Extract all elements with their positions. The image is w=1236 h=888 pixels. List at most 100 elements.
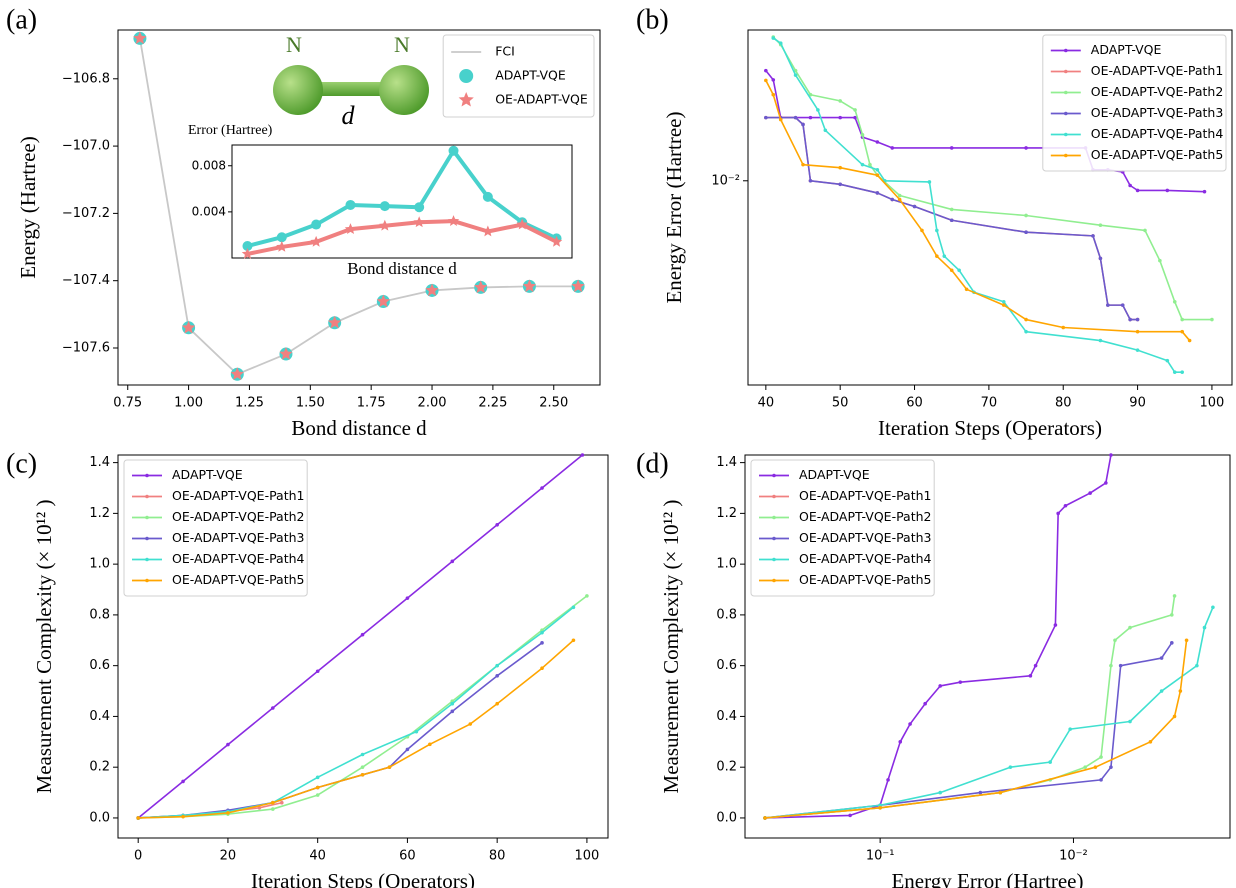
legend-swatch	[772, 515, 776, 520]
y-tick-label: 1.4	[89, 455, 110, 470]
marker	[808, 115, 813, 120]
marker	[1053, 623, 1058, 627]
marker	[764, 115, 768, 120]
marker	[1001, 303, 1006, 307]
marker	[1210, 317, 1214, 322]
legend-swatch	[772, 536, 776, 541]
marker	[1180, 329, 1184, 334]
marker	[890, 197, 895, 202]
marker	[1187, 338, 1192, 343]
y-axis-label: Energy (Hartree)	[16, 136, 40, 278]
marker	[276, 232, 287, 243]
inset-x-label: Bond distance d	[347, 259, 457, 278]
y-tick-label: −107.0	[62, 139, 110, 154]
marker	[181, 814, 185, 819]
bond	[300, 82, 400, 96]
marker	[516, 218, 528, 230]
marker	[495, 674, 499, 678]
x-tick-label: 40	[309, 849, 326, 864]
marker	[1061, 325, 1066, 330]
marker	[571, 638, 576, 643]
x-tick-label: 10⁻²	[1059, 849, 1088, 864]
marker	[405, 747, 410, 752]
marker	[957, 268, 961, 273]
legend-label: OE-ADAPT-VQE-Path2	[172, 509, 305, 524]
marker	[1128, 719, 1132, 724]
legend-label: OE-ADAPT-VQE-Path2	[799, 509, 932, 524]
atom-label: N	[286, 32, 302, 57]
marker	[1170, 641, 1174, 645]
legend-label: OE-ADAPT-VQE-Path5	[799, 572, 932, 587]
series-line	[764, 642, 1173, 819]
marker	[1135, 329, 1140, 334]
marker	[890, 146, 895, 150]
marker	[540, 630, 544, 635]
marker	[998, 790, 1003, 795]
marker	[1109, 663, 1113, 668]
series-line	[772, 37, 1183, 373]
y-axis-label: Measurement Complexity (× 10¹² )	[659, 500, 683, 794]
marker	[1098, 338, 1103, 343]
inset-line	[246, 148, 558, 248]
marker	[1128, 183, 1132, 188]
legend-swatch	[772, 578, 776, 583]
marker	[181, 779, 185, 784]
legend-box	[442, 34, 595, 118]
marker	[764, 68, 768, 73]
marker	[315, 775, 320, 780]
x-tick-label: 60	[399, 849, 416, 864]
marker	[875, 191, 880, 195]
legend-label: OE-ADAPT-VQE-Path2	[1091, 84, 1224, 99]
legend-label: ADAPT-VQE	[1091, 42, 1162, 57]
legend-swatch	[459, 69, 474, 83]
marker	[413, 216, 425, 228]
legend-swatch	[145, 536, 149, 541]
marker	[414, 202, 425, 213]
marker	[450, 709, 455, 714]
legend-label: OE-ADAPT-VQE-Path4	[1091, 126, 1224, 141]
legend-swatch	[772, 473, 776, 478]
atom-label: N	[394, 32, 410, 57]
x-tick-label: 1.50	[296, 396, 325, 411]
marker	[1048, 760, 1052, 764]
y-tick-label: 0.0	[716, 810, 737, 825]
marker	[226, 811, 230, 815]
inset-y-tick-label: 0.004	[192, 204, 226, 218]
panel-label: (b)	[636, 4, 669, 35]
marker	[1098, 256, 1103, 261]
marker	[823, 128, 828, 133]
legend-label: OE-ADAPT-VQE-Path3	[1091, 105, 1224, 120]
marker	[136, 816, 140, 820]
legend-swatch	[1064, 90, 1068, 95]
legend-box	[750, 459, 935, 597]
marker	[540, 666, 544, 671]
marker	[571, 279, 585, 293]
y-tick-label: 1.0	[716, 557, 737, 572]
marker	[764, 78, 768, 83]
marker	[1184, 638, 1189, 643]
marker	[271, 807, 275, 811]
marker	[875, 167, 880, 172]
marker	[495, 663, 499, 668]
marker	[1172, 594, 1177, 598]
y-tick-label: 10⁻²	[711, 173, 740, 188]
marker	[1180, 370, 1184, 374]
marker	[1158, 258, 1162, 263]
marker	[838, 115, 842, 120]
legend-swatch	[145, 494, 149, 499]
marker	[242, 241, 253, 252]
marker	[1008, 765, 1013, 769]
marker	[920, 228, 924, 233]
legend-label: OE-ADAPT-VQE	[495, 92, 588, 107]
marker	[897, 197, 902, 202]
y-tick-label: 1.4	[716, 455, 737, 470]
marker	[853, 108, 857, 112]
marker	[580, 453, 585, 457]
marker	[1109, 765, 1113, 769]
legend-label: OE-ADAPT-VQE-Path1	[799, 488, 932, 503]
y-tick-label: 0.8	[716, 607, 737, 622]
marker	[428, 742, 432, 747]
x-tick-label: 1.75	[357, 396, 386, 411]
marker	[495, 701, 499, 706]
